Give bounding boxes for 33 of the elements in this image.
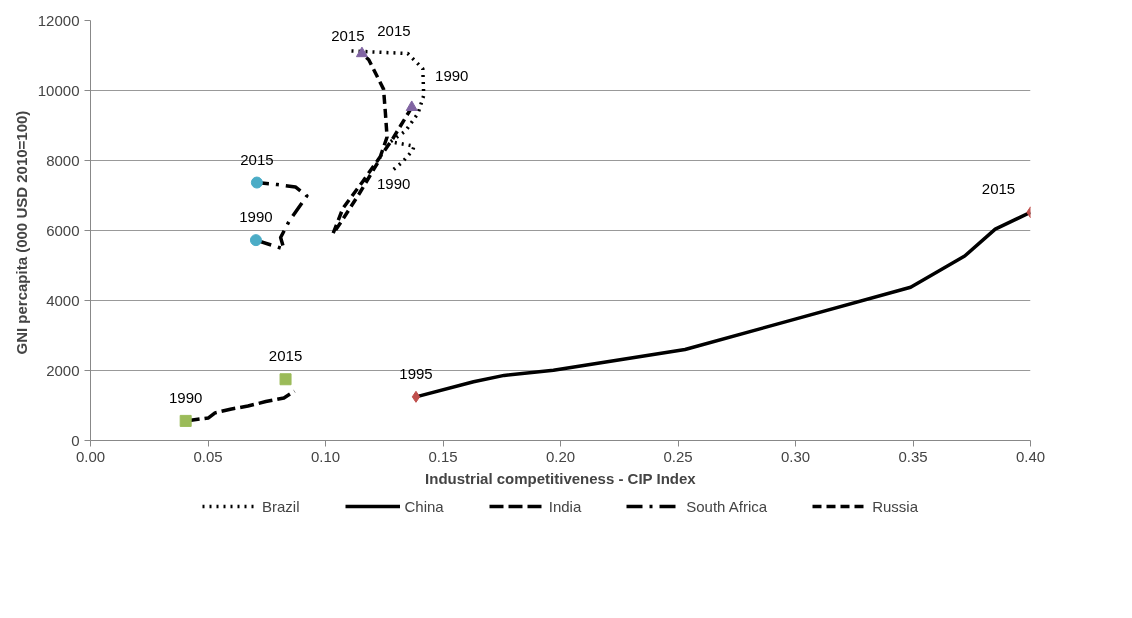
y-tick-label: 12000 (37, 11, 80, 29)
annotation: 2015 (377, 21, 411, 39)
y-tick-label: 10000 (37, 81, 80, 99)
annotation: 2015 (331, 26, 365, 44)
y-axis-title: GNI percapita (000 USD 2010=100) (12, 110, 30, 355)
legend-label: China (404, 497, 444, 515)
y-tick-label: 4000 (46, 291, 80, 309)
x-tick-label: 0.05 (193, 447, 223, 465)
x-tick-label: 0.25 (663, 447, 693, 465)
annotation: 1990 (168, 388, 203, 406)
annotation: 1990 (239, 208, 273, 226)
legend-label: South Africa (686, 497, 768, 515)
x-tick-label: 0.15 (428, 447, 458, 465)
legend-label: India (548, 497, 582, 515)
x-tick-label: 0.35 (898, 447, 928, 465)
y-tick-label: 2000 (46, 361, 80, 379)
legend-label: Brazil (262, 497, 300, 515)
legend-label: Russia (872, 497, 918, 515)
annotation: 2015 (240, 150, 274, 168)
x-tick-label: 0.30 (780, 447, 811, 465)
annotation: 1990 (376, 175, 411, 193)
annotation: 1990 (435, 67, 469, 85)
y-tick-label: 6000 (46, 221, 80, 239)
x-tick-label: 0.20 (545, 447, 576, 465)
x-tick-label: 0.00 (75, 447, 106, 465)
annotation: 2015 (268, 347, 303, 365)
x-tick-label: 0.40 (1015, 447, 1046, 465)
y-tick-label: 0 (71, 431, 80, 449)
y-tick-label: 8000 (46, 151, 80, 169)
annotation: 2015 (981, 180, 1016, 198)
x-tick-label: 0.10 (310, 447, 341, 465)
annotation: 1995 (399, 364, 433, 382)
x-axis-title: Industrial competitiveness - CIP Index (425, 469, 697, 487)
